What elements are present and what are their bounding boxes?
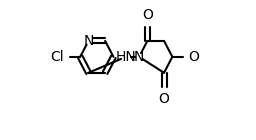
Text: HN: HN	[115, 50, 136, 64]
Text: O: O	[159, 92, 169, 106]
Text: Cl: Cl	[50, 50, 63, 64]
Text: O: O	[188, 50, 199, 64]
Text: N: N	[134, 50, 144, 64]
Text: O: O	[142, 8, 153, 22]
Text: N: N	[83, 34, 94, 48]
